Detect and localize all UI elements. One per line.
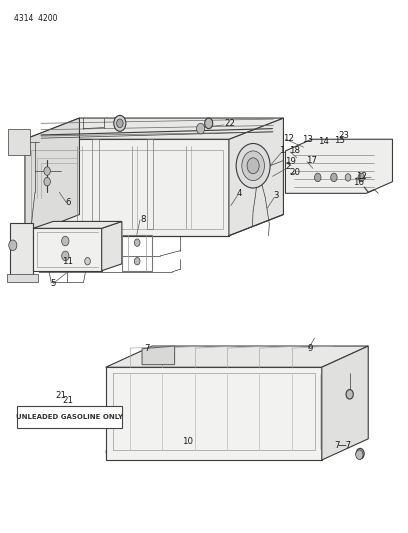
Text: 2: 2 xyxy=(286,163,291,171)
Text: 21: 21 xyxy=(62,395,73,405)
Text: 7: 7 xyxy=(144,344,150,353)
Polygon shape xyxy=(229,118,284,236)
Text: 20: 20 xyxy=(290,167,300,176)
Polygon shape xyxy=(33,228,102,271)
Polygon shape xyxy=(10,223,33,277)
Text: 12: 12 xyxy=(356,172,367,181)
Circle shape xyxy=(345,174,351,181)
Circle shape xyxy=(134,239,140,246)
Text: 15: 15 xyxy=(334,136,345,145)
Circle shape xyxy=(62,251,69,261)
Text: 10: 10 xyxy=(182,437,193,446)
Circle shape xyxy=(330,173,337,182)
Circle shape xyxy=(117,119,123,127)
Circle shape xyxy=(242,151,264,181)
Text: 14: 14 xyxy=(318,137,329,146)
Text: 8: 8 xyxy=(140,215,146,224)
Circle shape xyxy=(346,390,353,399)
Text: 18: 18 xyxy=(290,147,300,156)
Text: UNLEADED GASOLINE ONLY: UNLEADED GASOLINE ONLY xyxy=(16,414,123,420)
Polygon shape xyxy=(322,346,368,460)
Circle shape xyxy=(358,173,365,182)
Circle shape xyxy=(9,240,17,251)
Polygon shape xyxy=(33,221,122,228)
Circle shape xyxy=(62,236,69,246)
Polygon shape xyxy=(286,139,392,193)
Circle shape xyxy=(205,118,213,128)
Circle shape xyxy=(114,115,126,131)
Text: 4: 4 xyxy=(237,189,242,198)
Polygon shape xyxy=(7,274,38,282)
Polygon shape xyxy=(25,118,80,236)
Circle shape xyxy=(236,143,270,188)
Circle shape xyxy=(356,450,363,459)
Polygon shape xyxy=(106,367,322,460)
Circle shape xyxy=(247,158,259,174)
Text: 6: 6 xyxy=(65,198,71,207)
Circle shape xyxy=(44,177,50,186)
Text: 13: 13 xyxy=(302,135,313,144)
Circle shape xyxy=(356,448,364,459)
Text: 23: 23 xyxy=(338,131,349,140)
Text: 11: 11 xyxy=(62,257,73,265)
Bar xyxy=(17,406,122,428)
Polygon shape xyxy=(142,346,175,365)
Text: 16: 16 xyxy=(353,178,364,187)
Polygon shape xyxy=(25,118,284,139)
Text: —7: —7 xyxy=(338,441,352,450)
Polygon shape xyxy=(25,139,229,236)
Text: 22: 22 xyxy=(224,119,235,128)
Text: 9: 9 xyxy=(308,344,313,353)
Text: 5: 5 xyxy=(50,279,56,288)
Text: 17: 17 xyxy=(306,156,317,165)
Circle shape xyxy=(85,257,90,265)
Text: 7: 7 xyxy=(334,441,339,450)
Circle shape xyxy=(315,173,321,182)
Text: 4314  4200: 4314 4200 xyxy=(14,14,58,23)
Polygon shape xyxy=(8,128,30,155)
Polygon shape xyxy=(102,221,122,271)
Polygon shape xyxy=(106,346,368,367)
Text: 21: 21 xyxy=(56,391,67,400)
Circle shape xyxy=(134,257,140,265)
Text: 19: 19 xyxy=(285,157,295,166)
Text: 3: 3 xyxy=(273,191,279,200)
Text: 12: 12 xyxy=(284,134,295,143)
Circle shape xyxy=(44,167,50,175)
Text: 1: 1 xyxy=(279,147,285,156)
Circle shape xyxy=(197,123,205,134)
